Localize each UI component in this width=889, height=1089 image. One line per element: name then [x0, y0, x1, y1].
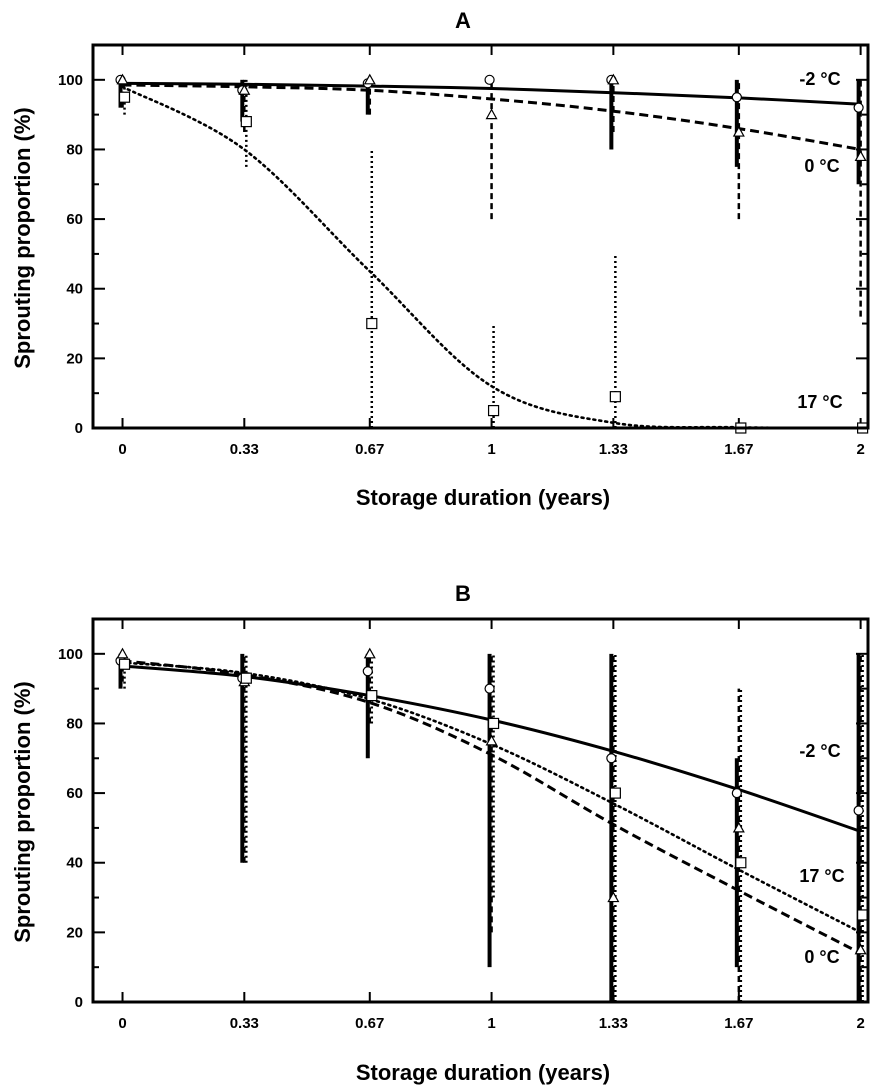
panel-a-point-17c [366, 317, 378, 330]
panel-b-label-17c: 17 °C [799, 866, 844, 886]
panel-b-point-minus2c [731, 787, 742, 799]
panel-a-point-0c [238, 84, 251, 95]
panel-a-x-axis-label: Storage duration (years) [356, 485, 610, 510]
panel-b-data-points [115, 647, 869, 955]
panel-a-point-0c [363, 73, 376, 85]
panel-a-label-17c: 17 °C [797, 392, 842, 412]
panel-b-point-0c [607, 891, 620, 903]
panel-b-x-tick-label: 2 [856, 1015, 864, 1032]
panel-a-y-tick-label: 40 [66, 281, 83, 298]
panel-b-point-17c [609, 787, 621, 799]
panel-a-point-minus2c [853, 102, 864, 113]
panel-b-point-0c [854, 943, 867, 955]
panel-a-title: A [455, 8, 471, 33]
panel-b-point-17c [240, 672, 252, 684]
panel-b-y-tick-label: 0 [75, 994, 83, 1011]
panel-a-label-minus2c: -2 °C [799, 69, 840, 89]
panel-b-point-17c [735, 857, 747, 869]
panel-a-point-0c [485, 108, 498, 120]
panel-b-label-0c: 0 °C [804, 947, 839, 967]
panel-a-error-bars [118, 79, 862, 428]
panel-a-point-minus2c [731, 92, 742, 103]
panel-b-x-tick-label: 0.33 [230, 1015, 259, 1032]
panel-a-point-0c [732, 125, 745, 137]
panel-b-point-0c [485, 734, 498, 746]
panel-b-point-minus2c [606, 753, 617, 764]
panel-a-x-tick-label: 0.67 [355, 441, 384, 458]
panel-a-x-tick-label: 2 [856, 441, 864, 458]
panel-a-point-0c [607, 73, 620, 85]
panel-a-x-tick-label: 1.67 [724, 441, 753, 458]
panel-b-x-tick-label: 0.67 [355, 1015, 384, 1032]
panel-a-point-17c [118, 91, 131, 103]
panel-b-plot-frame [91, 617, 870, 1004]
panel-b-point-minus2c [484, 683, 495, 694]
panel-b-point-17c [857, 909, 869, 921]
panel-b-point-17c [487, 717, 500, 730]
panel-b-x-ticks: 0 0.33 0.67 1 1.33 1.67 2 [118, 619, 865, 1032]
panel-a-y-tick-label: 60 [66, 211, 83, 228]
panel-b-y-tick-label: 20 [66, 924, 83, 941]
panel-a-plot-frame [91, 43, 870, 430]
panel-a-x-tick-label: 1.33 [599, 441, 628, 458]
panel-b-x-tick-label: 1.33 [599, 1015, 628, 1032]
panel-b-y-tick-label: 80 [66, 715, 83, 732]
panel-a-y-tick-label: 100 [58, 72, 83, 89]
panel-b-y-tick-label: 40 [66, 855, 83, 872]
panel-b-y-ticks: 0 20 40 60 80 100 [58, 646, 868, 1011]
panel-b-curve-0c [122, 659, 862, 955]
panel-a-point-17c [609, 391, 621, 403]
panel-a-point-17c [240, 115, 252, 128]
panel-a-y-tick-label: 0 [75, 420, 83, 437]
panel-b: B Sprouting proportion (%) Storage durat… [10, 581, 870, 1085]
panel-a-x-tick-label: 0.33 [230, 441, 259, 458]
panel-b-y-tick-label: 60 [66, 785, 83, 802]
panel-b-point-minus2c [362, 666, 373, 677]
panel-a-y-axis-label: Sprouting proportion (%) [10, 107, 35, 369]
panel-b-y-tick-label: 100 [58, 646, 83, 663]
panel-a-y-tick-label: 80 [66, 141, 83, 158]
panel-a-point-0c [116, 73, 129, 85]
panel-b-point-17c [366, 689, 378, 702]
panel-b-x-tick-label: 1.67 [724, 1015, 753, 1032]
panel-a-data-points [115, 73, 869, 434]
panel-b-label-minus2c: -2 °C [799, 741, 840, 761]
panel-b-point-17c [118, 658, 131, 670]
panel-a-y-tick-label: 20 [66, 350, 83, 367]
panel-a: A Sprouting proportion (%) Storage durat… [10, 8, 870, 510]
panel-a-x-tick-label: 1 [487, 441, 495, 458]
panel-b-x-tick-label: 1 [487, 1015, 495, 1032]
panel-b-x-axis-label: Storage duration (years) [356, 1060, 610, 1085]
panel-b-title: B [455, 581, 471, 606]
panel-b-error-bars [118, 653, 864, 1002]
panel-a-point-minus2c [484, 74, 495, 85]
panel-b-x-tick-label: 0 [118, 1015, 126, 1032]
panel-a-y-ticks: 0 20 40 60 80 100 [58, 72, 868, 437]
panel-a-x-tick-label: 0 [118, 441, 126, 458]
panel-a-point-0c [854, 150, 867, 162]
panel-b-y-axis-label: Sprouting proportion (%) [10, 681, 35, 943]
panel-b-point-minus2c [853, 805, 864, 816]
panel-b-point-0c [732, 821, 745, 833]
panel-b-point-0c [116, 647, 129, 659]
panel-a-label-0c: 0 °C [804, 156, 839, 176]
panel-b-point-0c [363, 647, 376, 659]
panel-a-point-17c [487, 404, 500, 417]
